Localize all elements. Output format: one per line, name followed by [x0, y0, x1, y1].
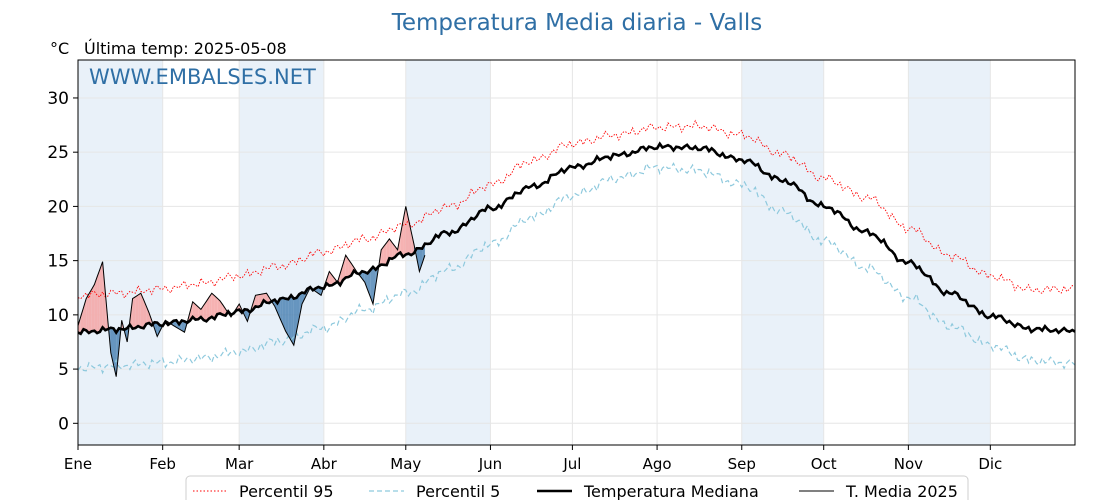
last-temp-label: Última temp: 2025-05-08: [84, 39, 287, 58]
fill-above-median: [392, 242, 395, 259]
x-tick-label: Oct: [811, 455, 837, 473]
fill-below-median: [370, 266, 374, 305]
fill-above-median: [203, 301, 207, 322]
fill-above-median: [258, 294, 262, 307]
x-tick-label: Ago: [643, 455, 672, 473]
month-shade-nov: [908, 60, 991, 445]
fill-below-median: [299, 292, 302, 318]
fill-above-median: [389, 238, 393, 259]
legend-box: [185, 475, 969, 500]
series-line-current-2025: [77, 206, 426, 377]
legend: Percentil 95 Percentil 5 Temperatura Med…: [185, 475, 969, 500]
fill-above-median: [138, 293, 141, 328]
fill-above-median: [88, 289, 92, 334]
fill-below-median: [373, 266, 376, 305]
fill-above-median: [86, 293, 89, 334]
y-axis: 0 5 10 15 20 25 30: [47, 89, 78, 434]
fill-above-median: [383, 242, 387, 266]
month-shading: [78, 60, 991, 445]
unit-label: °C: [50, 39, 69, 58]
y-tick-label: 15: [47, 252, 69, 272]
fill-above-median: [140, 293, 144, 329]
month-shade-sep: [741, 60, 824, 445]
fill-above-median: [97, 269, 100, 334]
fill-below-median: [364, 272, 368, 290]
fill-above-median: [94, 276, 98, 334]
y-tick-label: 25: [47, 143, 69, 163]
y-tick-label: 5: [58, 360, 69, 380]
y-tick-label: 0: [58, 414, 69, 434]
fill-below-median: [288, 295, 292, 341]
fill-above-median: [211, 293, 215, 320]
x-tick-label: Jun: [478, 455, 502, 473]
fill-below-median: [280, 297, 283, 325]
fill-above-median: [345, 255, 349, 278]
x-tick-label: Nov: [894, 455, 923, 473]
fill-above-median: [408, 219, 412, 256]
fill-above-median: [206, 297, 210, 322]
fill-above-median: [192, 301, 196, 320]
fill-below-median: [181, 320, 185, 333]
x-tick-label: Mar: [225, 455, 254, 473]
fill-above-median: [135, 294, 139, 328]
fill-above-median: [411, 231, 414, 256]
fill-above-median: [146, 306, 150, 324]
fill-above-median: [266, 293, 270, 303]
fill-above-median: [102, 261, 106, 331]
fill-above-median: [255, 294, 259, 307]
fill-below-median: [154, 322, 158, 337]
fill-above-median: [80, 307, 84, 334]
legend-p5-label: Percentil 5: [416, 482, 500, 500]
fill-above-median: [405, 206, 409, 255]
fill-above-median: [217, 298, 221, 315]
fill-below-median: [244, 309, 248, 322]
x-tick-label: Abr: [311, 455, 338, 473]
fill-above-median: [143, 299, 147, 329]
x-tick-label: Ene: [64, 455, 92, 473]
month-shade-ene: [78, 60, 163, 445]
fill-above-median: [78, 316, 81, 334]
x-tick-label: Dic: [978, 455, 1002, 473]
x-tick-label: Sep: [728, 455, 756, 473]
fill-below-median: [301, 292, 305, 305]
fill-above-median: [91, 284, 95, 332]
fill-below-median: [291, 295, 294, 346]
fill-above-median: [400, 220, 404, 257]
chart-title: Temperatura Media diaria - Valls: [391, 10, 763, 36]
y-tick-label: 30: [47, 89, 69, 109]
fill-below-median: [296, 294, 300, 332]
series-line-p5: [77, 162, 1076, 375]
y-tick-label: 10: [47, 306, 69, 326]
x-tick-label: Feb: [149, 455, 176, 473]
x-axis: Ene Feb Mar Abr May Jun Jul Ago Sep Oct Nov Dic: [64, 445, 1002, 473]
fill-above-median: [342, 255, 346, 281]
fill-below-median: [419, 248, 423, 272]
fill-above-median: [222, 304, 226, 316]
fill-above-median: [132, 296, 136, 329]
series-lines: [77, 119, 1076, 377]
fill-below-median: [113, 328, 117, 377]
legend-median-label: Temperatura Mediana: [583, 482, 759, 500]
legend-p95-label: Percentil 95: [239, 482, 334, 500]
legend-current-label: T. Media 2025: [845, 482, 958, 500]
fill-above-median: [348, 259, 352, 278]
fill-above-median: [381, 246, 384, 265]
fill-below-median: [416, 248, 420, 272]
fill-below-median: [282, 297, 286, 332]
fill-above-median: [195, 304, 199, 320]
series-line-p95: [77, 119, 1076, 300]
x-tick-label: Jul: [562, 455, 581, 473]
plot-frame: [77, 59, 1076, 446]
y-tick-label: 20: [47, 197, 69, 217]
watermark: WWW.EMBALSES.NET: [89, 65, 316, 89]
series-line-median: [77, 141, 1076, 336]
fill-above-median: [99, 261, 103, 332]
fill-below-median: [285, 298, 289, 336]
anomaly-fills: [78, 206, 425, 377]
x-tick-label: May: [390, 455, 421, 473]
fill-above-median: [209, 293, 212, 319]
